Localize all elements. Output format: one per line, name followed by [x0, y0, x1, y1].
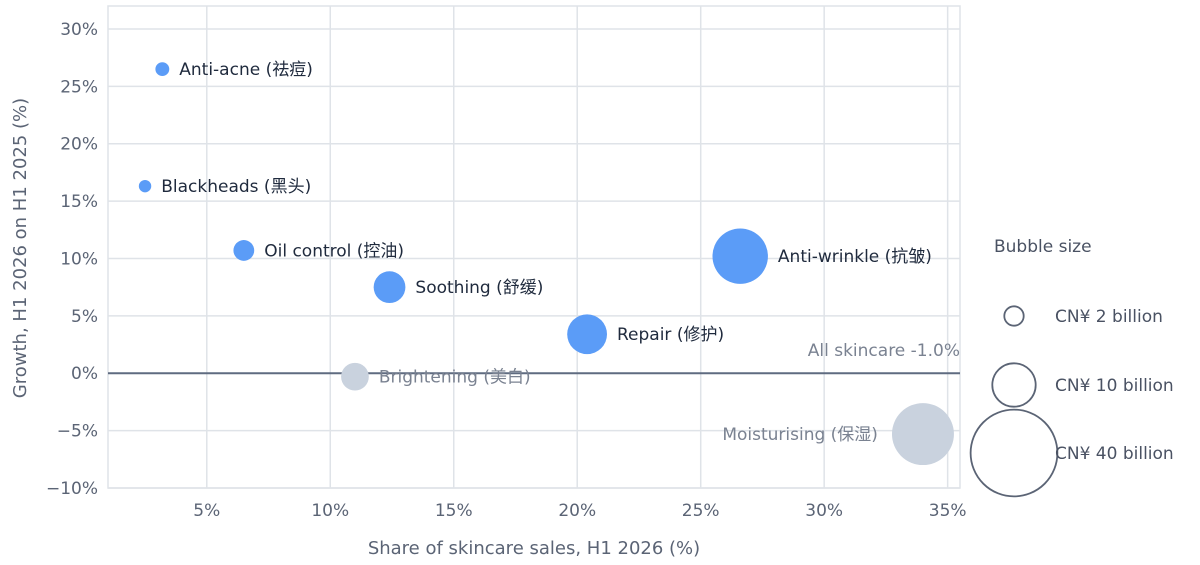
- x-tick-label: 30%: [805, 501, 843, 521]
- y-tick-labels: −10% −5% 0% 5% 10% 15% 20% 25% 30%: [46, 20, 98, 499]
- y-tick-label: 30%: [60, 20, 98, 40]
- bubble-labels: Anti-acne (祛痘) Blackheads (黑头) Oil control…: [161, 60, 932, 445]
- bubble-label: Moisturising (保湿): [722, 425, 878, 445]
- bubble: [891, 403, 954, 466]
- x-tick-label: 20%: [558, 501, 596, 521]
- legend-item-label: CN¥ 40 billion: [1055, 444, 1174, 464]
- legend-title: Bubble size: [994, 237, 1092, 257]
- y-tick-label: 0%: [71, 364, 98, 384]
- y-tick-label: 5%: [71, 307, 98, 327]
- bubble-label: Repair (修护): [617, 325, 724, 345]
- y-tick-label: −5%: [57, 422, 98, 442]
- bubble: [138, 179, 152, 193]
- bubble-label: Oil control (控油): [264, 241, 404, 261]
- bubble-label: Anti-acne (祛痘): [179, 60, 313, 80]
- y-tick-label: 20%: [60, 135, 98, 155]
- bubble: [373, 271, 406, 304]
- x-tick-label: 25%: [682, 501, 720, 521]
- bubble-label: Brightening (美白): [379, 368, 531, 388]
- x-tick-label: 15%: [435, 501, 473, 521]
- x-axis-title: Share of skincare sales, H1 2026 (%): [368, 538, 700, 559]
- bubble: [155, 62, 170, 77]
- legend-size-circle: [1003, 305, 1025, 327]
- x-tick-label: 5%: [193, 501, 220, 521]
- bubble-label: Soothing (舒缓): [415, 278, 543, 298]
- reference-line-label: All skincare -1.0%: [808, 341, 960, 361]
- bubbles: [138, 62, 954, 466]
- reference-line-group: All skincare -1.0%: [108, 341, 960, 375]
- legend-size-circle: [969, 408, 1059, 498]
- bubble: [341, 362, 369, 391]
- bubble-label: Blackheads (黑头): [161, 177, 311, 197]
- legend: Bubble size CN¥ 2 billion CN¥ 10 billion C…: [969, 237, 1174, 498]
- x-tick-labels: 5% 10% 15% 20% 25% 30% 35%: [193, 501, 966, 521]
- y-tick-label: 15%: [60, 192, 98, 212]
- y-tick-label: 10%: [60, 249, 98, 269]
- bubble: [567, 314, 607, 355]
- legend-item-label: CN¥ 2 billion: [1055, 307, 1163, 327]
- legend-size-circle: [991, 362, 1037, 408]
- x-tick-label: 35%: [929, 501, 967, 521]
- bubble-label: Anti-wrinkle (抗皱): [778, 247, 932, 267]
- y-tick-label: 25%: [60, 77, 98, 97]
- y-tick-label: −10%: [46, 479, 98, 499]
- x-tick-label: 10%: [311, 501, 349, 521]
- legend-item-label: CN¥ 10 billion: [1055, 376, 1174, 396]
- bubble: [712, 228, 768, 284]
- bubble: [233, 240, 255, 261]
- y-axis-title: Growth, H1 2026 on H1 2025 (%): [10, 98, 31, 398]
